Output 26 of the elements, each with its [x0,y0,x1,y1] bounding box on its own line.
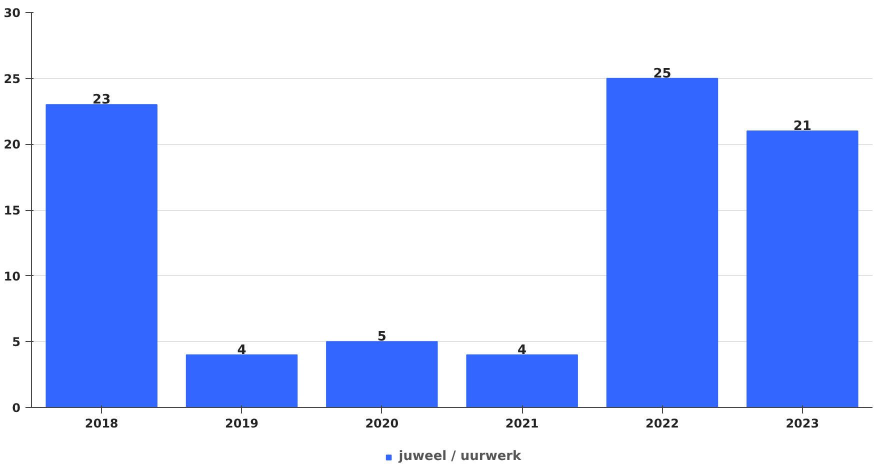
bar [606,78,718,408]
y-tick-label: 0 [12,401,21,415]
y-tick-label: 15 [4,204,21,218]
bar [326,341,438,408]
x-tick-label: 2019 [225,416,258,430]
x-tick-label: 2021 [505,416,539,430]
x-tick-label: 2022 [646,416,679,430]
data-label: 23 [92,92,111,108]
x-tick-label: 2023 [786,416,820,430]
bar [186,354,298,408]
y-tick-label: 25 [4,72,21,86]
data-label: 21 [793,119,812,134]
y-tick-label: 30 [4,6,21,20]
x-tick-label: 2018 [84,416,118,430]
data-label: 4 [237,342,246,358]
data-label: 4 [518,342,527,358]
legend-label: juweel / uurwerk [398,449,522,464]
y-tick-label: 10 [4,269,21,284]
y-tick-label: 5 [12,335,21,350]
data-label: 5 [377,330,386,345]
bar [46,104,158,408]
x-tick-label: 2020 [365,416,399,430]
data-label: 25 [653,66,672,82]
y-tick-label: 20 [4,138,21,152]
bar [466,354,578,408]
bar [746,130,858,408]
